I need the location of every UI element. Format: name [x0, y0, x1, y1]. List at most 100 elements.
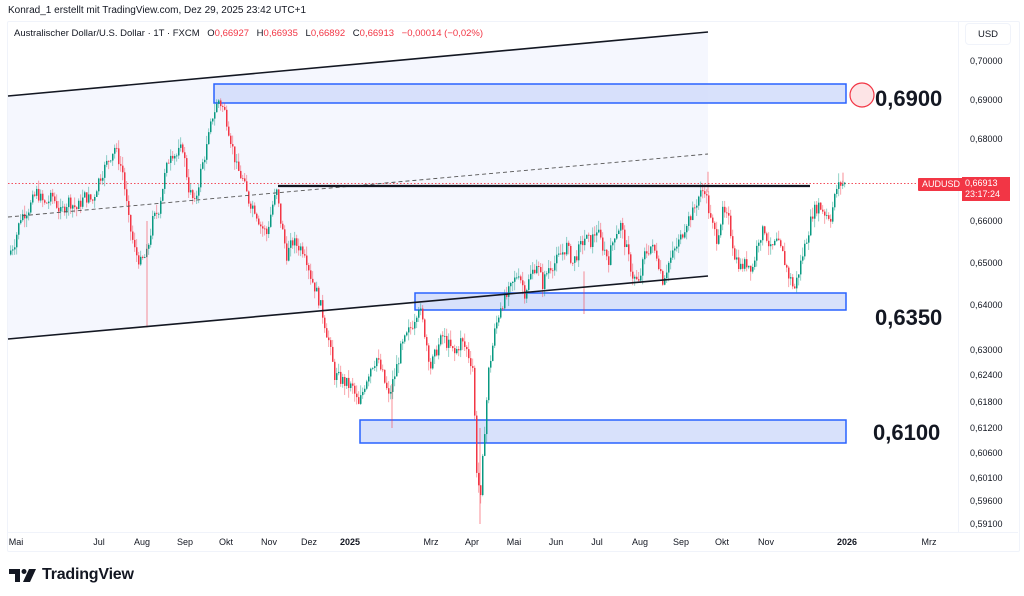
tradingview-logo: TradingView: [9, 566, 134, 584]
candle-body: [456, 349, 458, 354]
candle-body: [236, 161, 238, 163]
candle-body: [148, 244, 150, 249]
candle-body: [578, 244, 580, 261]
candle-body: [412, 327, 414, 329]
candle-body: [48, 201, 50, 204]
candle-body: [74, 205, 76, 208]
candle-body: [128, 201, 130, 215]
candle-body: [760, 240, 762, 243]
candle-body: [654, 244, 656, 251]
time-tick: Mrz: [423, 537, 439, 547]
candle-body: [242, 178, 244, 180]
candle-body: [350, 383, 352, 389]
candle-body: [448, 339, 450, 348]
candle-body: [204, 159, 206, 163]
candle-body: [530, 273, 532, 280]
time-tick: Mai: [506, 537, 522, 547]
candle-body: [592, 234, 594, 247]
candle-body: [24, 214, 26, 219]
time-tick: Mai: [8, 537, 24, 547]
candle-body: [388, 388, 390, 394]
candle-body: [294, 238, 296, 246]
price-tick: 0,61200: [970, 423, 1003, 433]
candle-body: [178, 147, 180, 156]
candle-body: [536, 266, 538, 274]
candle-body: [402, 341, 404, 344]
candle-body: [66, 207, 68, 213]
candle-body: [384, 369, 386, 383]
candle-body: [182, 144, 184, 153]
candle-body: [238, 161, 240, 171]
candle-body: [86, 192, 88, 203]
zone-06100[interactable]: [359, 419, 847, 444]
candle-body: [14, 247, 16, 250]
candle-body: [380, 359, 382, 370]
price-axis[interactable]: 0,70000 0,69000 0,68000 0,66000 0,65000 0,640…: [960, 44, 1018, 532]
candle-body: [260, 224, 262, 227]
candle-body: [374, 366, 376, 368]
candle-body: [90, 194, 92, 200]
zone-06350[interactable]: [414, 292, 847, 311]
candle-body: [56, 201, 58, 208]
candle-body: [574, 256, 576, 263]
time-tick: Jun: [548, 537, 564, 547]
candle-body: [720, 224, 722, 236]
candle-body: [590, 235, 592, 247]
candle-body: [226, 109, 228, 127]
time-tick: Okt: [714, 537, 730, 547]
candle-body: [742, 263, 744, 269]
candle-body: [286, 243, 288, 261]
candle-body: [262, 226, 264, 229]
candle-body: [68, 197, 70, 208]
candle-body: [648, 253, 650, 255]
candle-body: [676, 246, 678, 249]
candle-body: [376, 358, 378, 367]
candle-body: [460, 338, 462, 351]
candle-body: [278, 189, 280, 204]
candle-body: [452, 346, 454, 349]
candle-body: [316, 287, 318, 292]
candle-body: [54, 196, 56, 202]
candle-body: [370, 368, 372, 377]
candle-body: [398, 363, 400, 365]
attribution-text: Konrad_1 erstellt mit TradingView.com, D…: [8, 5, 307, 16]
candle-body: [426, 337, 428, 346]
candle-body: [60, 207, 62, 212]
candle-body: [606, 249, 608, 257]
candle-body: [706, 194, 708, 196]
candle-body: [40, 193, 42, 201]
candle-body: [338, 371, 340, 374]
candle-body: [34, 194, 36, 196]
candle-body: [382, 369, 384, 371]
price-tick: 0,65000: [970, 258, 1003, 268]
candle-body: [458, 349, 460, 351]
candle-body: [474, 367, 476, 416]
high-value: 0,66935: [263, 28, 298, 39]
zone-06900[interactable]: [213, 83, 847, 104]
candle-body: [652, 244, 654, 247]
channel-lower-line: [7, 275, 709, 340]
candle-body: [166, 162, 168, 173]
candle-body: [22, 214, 24, 221]
candle-body: [594, 234, 596, 236]
candle-body: [724, 206, 726, 213]
candle-body: [550, 268, 552, 271]
candle-body: [424, 319, 426, 338]
candle-body: [214, 112, 216, 119]
candle-body: [610, 245, 612, 265]
candle-body: [728, 213, 730, 216]
candle-body: [824, 211, 826, 216]
candle-body: [598, 229, 600, 233]
currency-button[interactable]: USD: [965, 23, 1011, 45]
close-value: 0,66913: [359, 28, 395, 39]
candle-body: [540, 267, 542, 273]
candle-body: [588, 234, 590, 236]
candle-body: [730, 215, 732, 237]
candle-body: [532, 269, 534, 274]
candle-body: [514, 277, 516, 282]
candle-body: [520, 276, 522, 281]
candle-body: [670, 257, 672, 263]
candle-body: [780, 240, 782, 247]
candle-body: [134, 239, 136, 248]
